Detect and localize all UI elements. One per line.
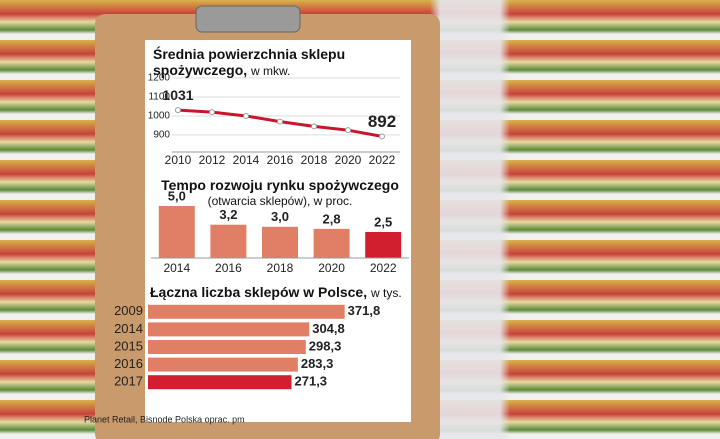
bar: [313, 228, 350, 258]
y-tick-label: 2015: [114, 338, 143, 353]
bar: [365, 232, 402, 258]
point: [175, 107, 181, 114]
point: [311, 123, 317, 130]
data-label: 5,0: [168, 188, 186, 203]
clip: [195, 5, 301, 33]
data-label: 271,3: [295, 374, 328, 389]
data-label: 371,8: [348, 303, 381, 318]
data-label: 283,3: [301, 356, 334, 371]
bar: [148, 304, 345, 319]
x-tick-label: 2020: [318, 261, 345, 275]
subtitle: w mkw.: [251, 64, 291, 78]
title-1: Średnia powierzchnia sklepu spożywczego,…: [153, 46, 383, 79]
y-tick-label: 1100: [148, 92, 170, 103]
x-tick-label: 2010: [165, 153, 192, 167]
bar: [148, 375, 292, 390]
title: Tempo rozwoju rynku spożywczego: [161, 177, 399, 193]
x-tick-label: 2018: [267, 261, 294, 275]
point: [379, 133, 385, 140]
x-tick-label: 2022: [370, 261, 397, 275]
data-label: 3,2: [219, 207, 237, 222]
subtitle: w tys.: [370, 286, 402, 300]
data-label: 304,8: [312, 321, 345, 336]
bar: [148, 357, 298, 372]
bar: [262, 226, 298, 258]
x-tick-label: 2016: [267, 153, 294, 167]
y-tick-label: 900: [153, 130, 170, 141]
title-3: Łączna liczba sklepów w Polsce, w tys.: [150, 284, 410, 301]
bar: [158, 206, 195, 258]
point: [277, 118, 283, 125]
data-label: 2,5: [374, 214, 392, 229]
y-tick-label: 2017: [114, 374, 143, 389]
data-label: 2,8: [323, 211, 341, 226]
x-tick-label: 2022: [369, 153, 396, 167]
data-label: 892: [368, 112, 396, 131]
x-tick-label: 2014: [163, 261, 190, 275]
subtitle: (otwarcia sklepów), w proc.: [207, 194, 353, 208]
title-2: Tempo rozwoju rynku spożywczego (otwarcia…: [150, 177, 410, 209]
bar: [148, 340, 306, 354]
point: [209, 109, 215, 116]
point: [345, 127, 351, 134]
point: [243, 112, 249, 119]
y-tick-label: 2014: [114, 321, 143, 336]
title: Łączna liczba sklepów w Polsce,: [150, 284, 368, 300]
x-tick-label: 2016: [215, 261, 242, 275]
x-tick-label: 2020: [335, 153, 362, 167]
y-tick-label: 2016: [114, 356, 143, 371]
bar: [210, 224, 247, 258]
data-label: 298,3: [309, 338, 342, 353]
x-tick-label: 2012: [199, 153, 226, 167]
source: Planet Retail, Bisnode Polska oprac. pm: [84, 414, 245, 424]
y-tick-label: 1000: [148, 111, 171, 122]
title: Średnia powierzchnia sklepu spożywczego,: [153, 46, 346, 78]
y-tick-label: 2009: [114, 303, 143, 318]
x-tick-label: 2018: [301, 153, 328, 167]
data-label: 3,0: [271, 209, 289, 224]
bar: [148, 322, 310, 337]
data-label: 1031: [162, 87, 193, 103]
x-tick-label: 2014: [233, 153, 260, 167]
y-tick-label: 1200: [148, 73, 171, 84]
